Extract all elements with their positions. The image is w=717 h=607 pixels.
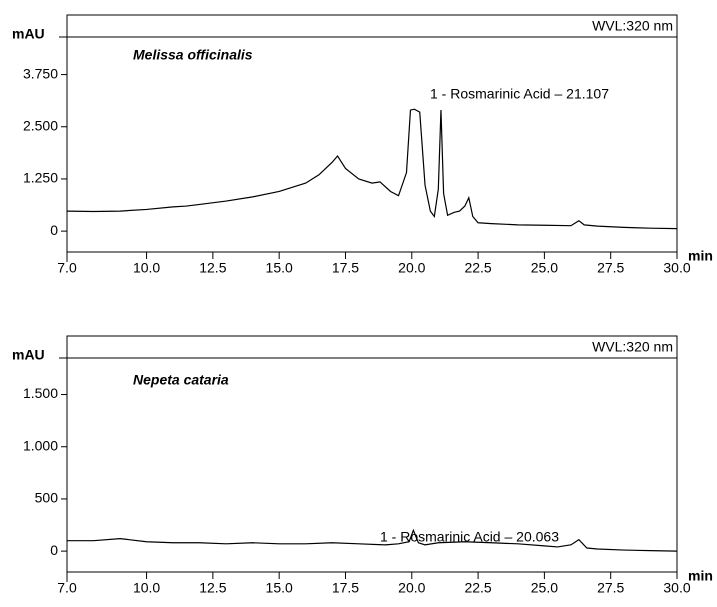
x-tick-label: 27.5	[597, 580, 624, 596]
y-tick-label: 0	[50, 542, 58, 558]
peak-annotation: 1 - Rosmarinic Acid – 20.063	[380, 529, 559, 545]
y-axis-label: mAU	[12, 347, 45, 363]
y-tick-label: 1.000	[23, 437, 58, 453]
x-tick-label: 30.0	[663, 260, 690, 276]
peak-annotation: 1 - Rosmarinic Acid – 21.107	[430, 86, 609, 102]
y-tick-label: 0	[50, 222, 58, 238]
y-axis-label: mAU	[12, 26, 45, 42]
subtitle: WVL:320 nm	[592, 18, 673, 34]
x-axis-label: min	[688, 568, 713, 584]
x-axis-label: min	[688, 248, 713, 264]
chart-title: Nepeta cataria	[133, 372, 229, 388]
x-tick-label: 12.5	[199, 580, 226, 596]
subtitle: WVL:320 nm	[592, 339, 673, 355]
x-tick-label: 10.0	[133, 260, 160, 276]
x-tick-label: 25.0	[531, 260, 558, 276]
x-tick-label: 27.5	[597, 260, 624, 276]
y-tick-label: 1.250	[23, 170, 58, 186]
x-tick-label: 22.5	[464, 580, 491, 596]
chromatogram-line	[67, 528, 678, 552]
x-tick-label: 20.0	[398, 260, 425, 276]
y-tick-label: 1.500	[23, 385, 58, 401]
y-tick-label: 2.500	[23, 117, 58, 133]
chart-title: Melissa officinalis	[133, 47, 253, 63]
x-tick-label: 10.0	[133, 580, 160, 596]
x-tick-label: 15.0	[266, 580, 293, 596]
x-tick-label: 12.5	[199, 260, 226, 276]
x-tick-label: 30.0	[663, 580, 690, 596]
y-tick-label: 500	[35, 490, 59, 506]
x-tick-label: 15.0	[266, 260, 293, 276]
x-tick-label: 7.0	[57, 260, 77, 276]
x-tick-label: 25.0	[531, 580, 558, 596]
x-tick-label: 7.0	[57, 580, 77, 596]
x-tick-label: 22.5	[464, 260, 491, 276]
x-tick-label: 20.0	[398, 580, 425, 596]
x-tick-label: 17.5	[332, 260, 359, 276]
y-tick-label: 3.750	[23, 65, 58, 81]
x-tick-label: 17.5	[332, 580, 359, 596]
chromatogram-line	[66, 108, 678, 230]
